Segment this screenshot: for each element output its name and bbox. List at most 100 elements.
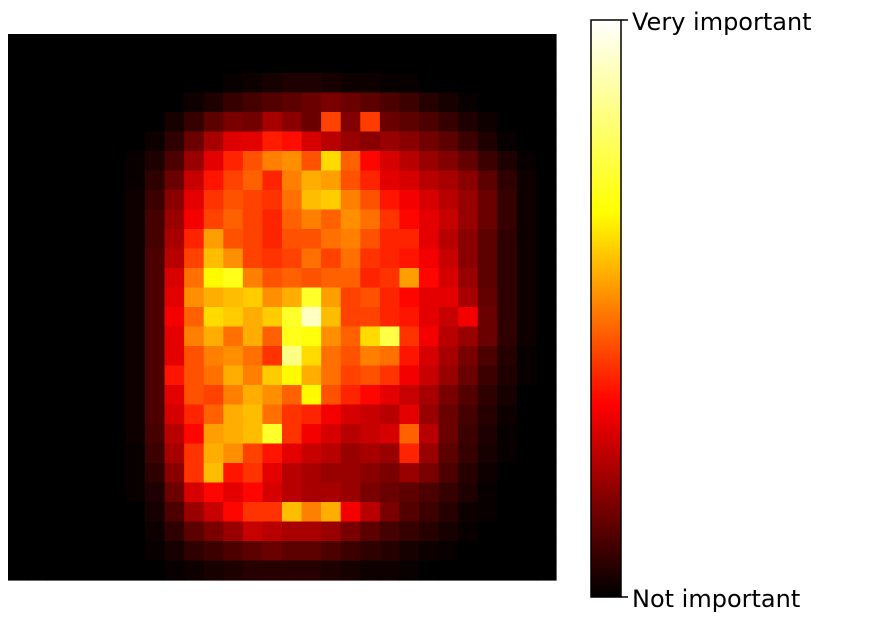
heatmap-cell-r13-c4: [86, 287, 107, 308]
heatmap-cell-r21-c18: [360, 443, 381, 464]
heatmap-cell-r11-c20: [399, 248, 420, 269]
heatmap-cell-r17-c9: [184, 365, 205, 386]
heatmap-cell-r22-c6: [125, 463, 146, 484]
heatmap-cell-r13-c16: [321, 287, 342, 308]
heatmap-cell-r10-c26: [516, 229, 538, 250]
heatmap-cell-r12-c2: [47, 268, 68, 289]
heatmap-cell-r12-c6: [125, 268, 146, 289]
heatmap-cell-r1-c8: [164, 53, 185, 74]
heatmap-cell-r15-c5: [105, 326, 127, 347]
heatmap-cell-r18-c10: [203, 385, 224, 406]
heatmap-cell-r8-c24: [477, 190, 498, 211]
heatmap-cell-r25-c12: [242, 521, 264, 542]
heatmap-cell-r8-c11: [223, 190, 244, 211]
heatmap-cell-r0-c1: [27, 34, 48, 55]
heatmap-cell-r22-c4: [86, 463, 107, 484]
heatmap-cell-r3-c18: [360, 92, 381, 113]
heatmap-cell-r20-c15: [301, 424, 322, 445]
heatmap-cell-r2-c10: [203, 73, 224, 94]
heatmap-cell-r10-c2: [47, 229, 68, 250]
heatmap-cell-r7-c14: [282, 170, 303, 191]
heatmap-cell-r18-c9: [184, 385, 205, 406]
heatmap-cell-r20-c12: [242, 424, 264, 445]
heatmap-cell-r25-c18: [360, 521, 381, 542]
heatmap-cell-r2-c13: [262, 73, 283, 94]
heatmap-cell-r1-c24: [477, 53, 498, 74]
heatmap-cell-r26-c13: [262, 541, 283, 562]
heatmap-cell-r24-c10: [203, 502, 224, 523]
heatmap-cell-r24-c18: [360, 502, 381, 523]
heatmap-cell-r10-c13: [262, 229, 283, 250]
heatmap-cell-r20-c8: [164, 424, 185, 445]
heatmap-cell-r4-c8: [164, 112, 185, 133]
heatmap-cell-r16-c11: [223, 346, 244, 367]
heatmap-cell-r17-c27: [536, 365, 557, 386]
heatmap-cell-r21-c7: [145, 443, 166, 464]
heatmap-cell-r23-c9: [184, 482, 205, 503]
heatmap-cell-r27-c3: [66, 560, 87, 581]
heatmap-cell-r26-c25: [497, 541, 518, 562]
heatmap-cell-r21-c10: [203, 443, 224, 464]
heatmap-cell-r13-c5: [105, 287, 127, 308]
heatmap-cell-r4-c9: [184, 112, 205, 133]
heatmap-cell-r10-c4: [86, 229, 107, 250]
heatmap-cell-r27-c18: [360, 560, 381, 581]
heatmap-cell-r21-c16: [321, 443, 342, 464]
heatmap-cell-r26-c3: [66, 541, 87, 562]
heatmap-cell-r26-c17: [340, 541, 361, 562]
heatmap-cell-r8-c9: [184, 190, 205, 211]
heatmap-cell-r22-c3: [66, 463, 87, 484]
heatmap-cell-r7-c10: [203, 170, 224, 191]
heatmap-cell-r19-c10: [203, 404, 224, 425]
heatmap-cell-r6-c14: [282, 151, 303, 172]
heatmap-cell-r19-c27: [536, 404, 557, 425]
heatmap-cell-r19-c0: [8, 404, 29, 425]
heatmap-cell-r21-c9: [184, 443, 205, 464]
heatmap-cell-r11-c14: [282, 248, 303, 269]
heatmap-cell-r2-c12: [242, 73, 264, 94]
heatmap-cell-r17-c12: [242, 365, 264, 386]
heatmap-cell-r14-c18: [360, 307, 381, 328]
heatmap-cell-r17-c22: [438, 365, 459, 386]
heatmap-cell-r21-c12: [242, 443, 264, 464]
heatmap-cell-r19-c5: [105, 404, 127, 425]
heatmap-cell-r21-c14: [282, 443, 303, 464]
heatmap-cell-r7-c5: [105, 170, 127, 191]
heatmap-cell-r20-c23: [458, 424, 479, 445]
heatmap-cell-r12-c24: [477, 268, 498, 289]
heatmap-cell-r19-c18: [360, 404, 381, 425]
heatmap-cell-r26-c16: [321, 541, 342, 562]
heatmap-cell-r15-c17: [340, 326, 361, 347]
heatmap-cell-r2-c17: [340, 73, 361, 94]
heatmap-cell-r14-c7: [145, 307, 166, 328]
heatmap-cell-r1-c25: [497, 53, 518, 74]
heatmap-cell-r12-c13: [262, 268, 283, 289]
heatmap-cell-r11-c10: [203, 248, 224, 269]
heatmap-cell-r20-c11: [223, 424, 244, 445]
heatmap-cell-r0-c23: [458, 34, 479, 55]
heatmap-cell-r18-c20: [399, 385, 420, 406]
heatmap-cell-r4-c24: [477, 112, 498, 133]
colorbar-bottom-label: Not important: [632, 585, 800, 613]
heatmap-cell-r5-c2: [47, 131, 68, 152]
heatmap-cell-r3-c6: [125, 92, 146, 113]
heatmap-cell-r6-c9: [184, 151, 205, 172]
heatmap-cell-r15-c25: [497, 326, 518, 347]
heatmap-cell-r6-c21: [419, 151, 440, 172]
heatmap-cell-r11-c16: [321, 248, 342, 269]
heatmap-cell-r23-c12: [242, 482, 264, 503]
heatmap-cell-r13-c2: [47, 287, 68, 308]
heatmap-cell-r9-c24: [477, 209, 498, 230]
heatmap-cell-r11-c3: [66, 248, 87, 269]
heatmap-cell-r24-c0: [8, 502, 29, 523]
heatmap-cell-r12-c14: [282, 268, 303, 289]
heatmap-cell-r1-c7: [145, 53, 166, 74]
heatmap-cell-r5-c13: [262, 131, 283, 152]
heatmap-cell-r14-c24: [477, 307, 498, 328]
heatmap-cell-r17-c6: [125, 365, 146, 386]
heatmap-cell-r19-c15: [301, 404, 322, 425]
heatmap-cell-r9-c27: [536, 209, 557, 230]
heatmap-cell-r1-c14: [282, 53, 303, 74]
heatmap-cell-r13-c22: [438, 287, 459, 308]
heatmap-cell-r23-c3: [66, 482, 87, 503]
